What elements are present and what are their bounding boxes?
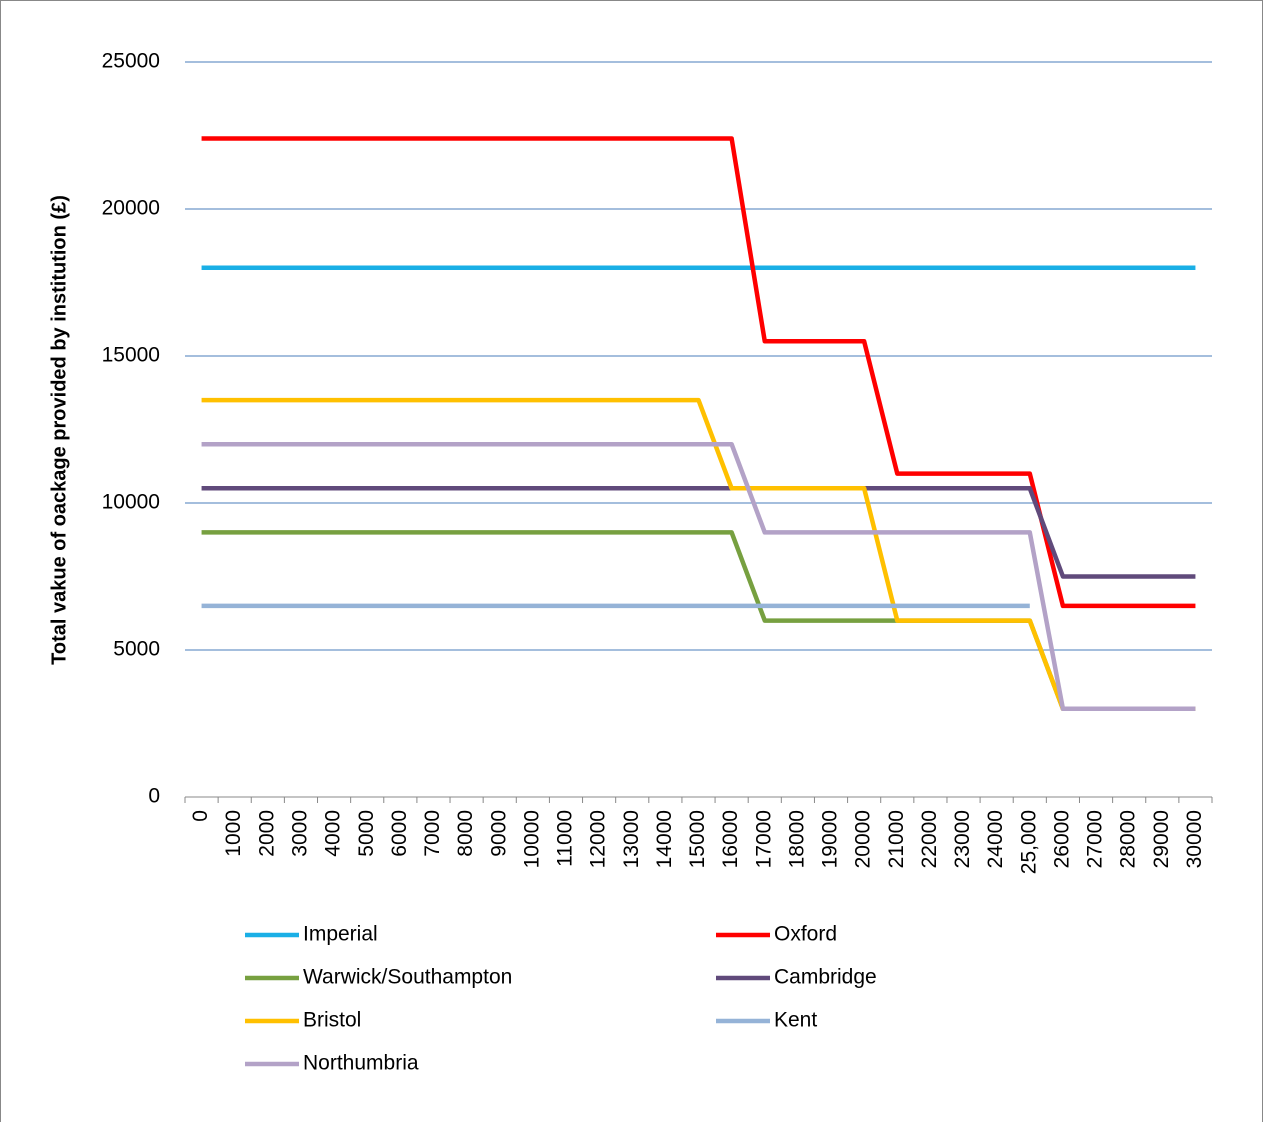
x-tick-label: 10000 [520,810,543,868]
y-tick-label: 10000 [102,491,160,514]
series-line [201,136,1196,609]
series-line [201,397,1196,712]
x-tick-label: 20000 [852,810,875,868]
x-tick-label: 30000 [1183,810,1206,868]
x-tick-label: 28000 [1117,810,1140,868]
x-tick-label: 19000 [819,810,842,868]
x-tick-label: 25,000 [1017,810,1040,874]
x-tick-label: 4000 [322,810,345,857]
series-line [201,441,1196,712]
series-line [201,486,1196,579]
legend-label: Cambridge [774,966,877,989]
x-tick-label: 1000 [222,810,245,857]
y-tick-label: 15000 [102,344,160,367]
x-tick-label: 16000 [719,810,742,868]
x-tick-label: 11000 [554,810,577,867]
x-tick-label: 17000 [752,810,775,868]
legend-label: Warwick/Southampton [303,966,512,989]
x-tick-label: 14000 [653,810,676,868]
x-tick-label: 29000 [1150,810,1173,868]
x-tick-label: 7000 [421,810,444,857]
legend-label: Oxford [774,923,837,946]
x-tick-label: 18000 [785,810,808,868]
x-tick-label: 8000 [454,810,477,857]
y-tick-label: 20000 [102,197,160,220]
x-tick-label: 5000 [355,810,378,857]
y-tick-label: 25000 [102,50,160,73]
legend-label: Northumbria [303,1052,419,1075]
x-tick-label: 13000 [620,810,643,868]
y-tick-label: 5000 [113,638,160,661]
x-tick-label: 6000 [388,810,411,857]
x-tick-label: 3000 [288,810,311,857]
legend-label: Bristol [303,1009,361,1032]
x-tick-label: 2000 [255,810,278,857]
y-tick-label: 0 [148,785,160,808]
x-tick-label: 23000 [951,810,974,868]
x-tick-label: 9000 [487,810,510,857]
x-tick-label: 0 [189,810,212,822]
legend-label: Imperial [303,923,378,946]
x-tick-label: 24000 [984,810,1007,868]
x-tick-label: 21000 [885,810,908,868]
x-tick-label: 12000 [587,810,610,868]
x-tick-label: 26000 [1050,810,1073,868]
legend-label: Kent [774,1009,817,1032]
x-tick-label: 27000 [1084,810,1107,868]
x-tick-label: 22000 [918,810,941,868]
y-axis-label: Total vakue of oackage provided by insti… [48,195,70,665]
x-tick-label: 15000 [686,810,709,868]
